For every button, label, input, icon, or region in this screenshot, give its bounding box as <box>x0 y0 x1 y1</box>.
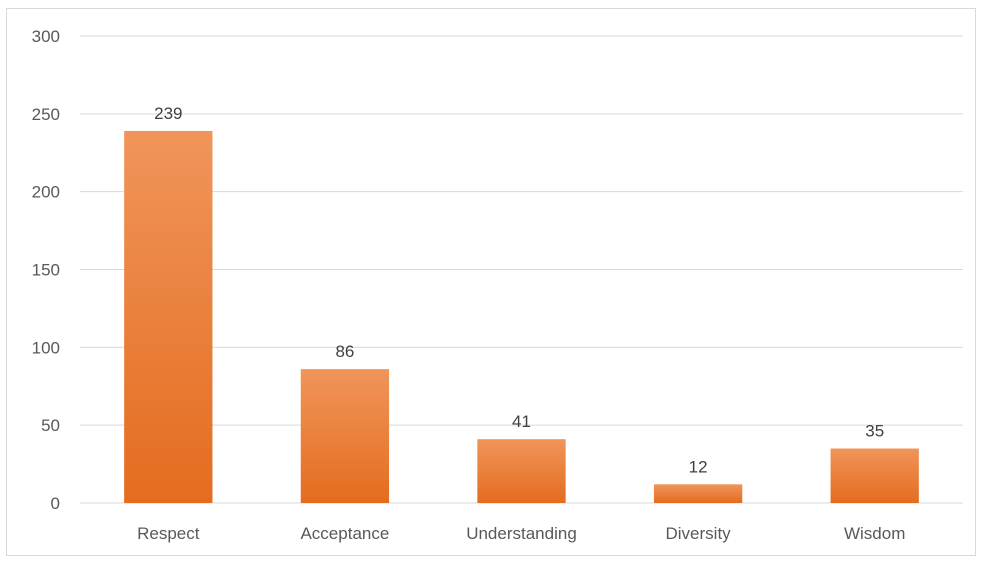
bar-respect <box>124 130 213 503</box>
category-label-wisdom: Wisdom <box>844 524 905 543</box>
data-label-respect: 239 <box>154 104 182 123</box>
category-label-understanding: Understanding <box>466 524 577 543</box>
data-label-acceptance: 86 <box>335 342 354 361</box>
data-label-wisdom: 35 <box>865 422 884 441</box>
bar-understanding <box>477 439 566 503</box>
gridlines <box>80 35 963 504</box>
category-label-diversity: Diversity <box>666 524 732 543</box>
bar-diversity <box>653 484 743 503</box>
y-tick-label-100: 100 <box>32 338 60 357</box>
category-label-respect: Respect <box>137 524 200 543</box>
data-label-understanding: 41 <box>512 412 531 431</box>
x-axis-category-labels: Respect Acceptance Understanding Diversity W… <box>137 524 905 543</box>
y-tick-label-150: 150 <box>32 261 60 280</box>
y-tick-label-250: 250 <box>32 105 60 124</box>
y-tick-label-200: 200 <box>32 183 60 202</box>
bar-wisdom <box>830 448 919 503</box>
data-labels: 239 86 41 12 35 <box>154 104 884 476</box>
data-label-diversity: 12 <box>689 457 708 476</box>
y-tick-label-0: 0 <box>51 494 60 513</box>
y-axis-tick-labels: 0 50 100 150 200 250 300 <box>32 27 60 513</box>
category-label-acceptance: Acceptance <box>300 524 389 543</box>
y-tick-label-300: 300 <box>32 27 60 46</box>
y-tick-label-50: 50 <box>41 416 60 435</box>
bars <box>124 130 919 503</box>
bar-acceptance <box>300 369 390 503</box>
